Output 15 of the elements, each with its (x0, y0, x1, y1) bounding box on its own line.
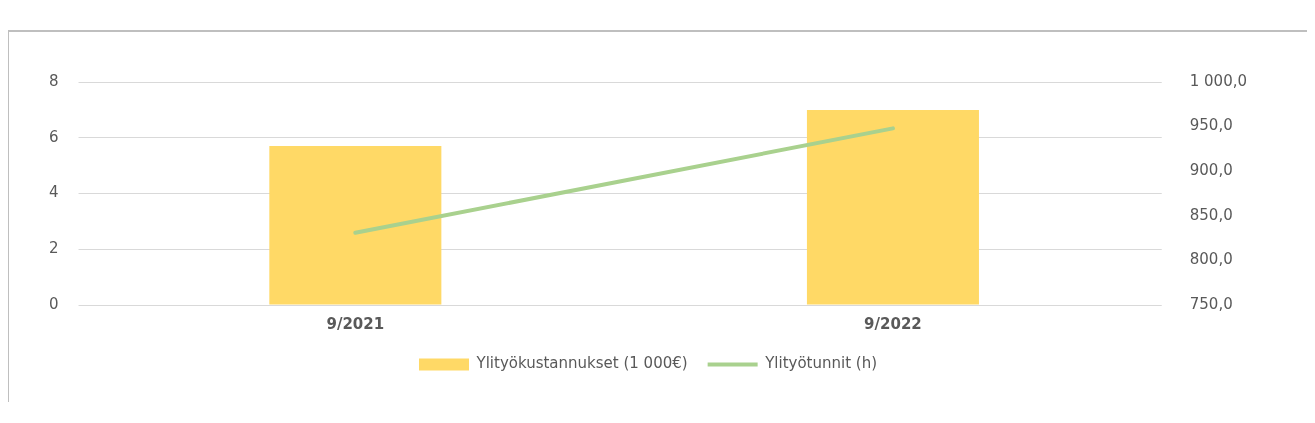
y2-tick-label: 800,0 (1189, 250, 1233, 269)
y2-tick-label: 850,0 (1189, 205, 1233, 224)
y-tick-label: 8 (49, 71, 59, 90)
legend-label: Ylityökustannukset (1 000€) (475, 354, 688, 373)
y2-tick-label: 950,0 (1189, 116, 1233, 135)
y-tick-label: 6 (49, 127, 59, 146)
y-tick-label: 0 (49, 294, 59, 313)
y2-tick-label: 1 000,0 (1189, 71, 1248, 90)
legend-label: Ylityötunnit (h) (764, 354, 878, 373)
y-tick-label: 4 (49, 183, 59, 202)
y2-tick-label: 750,0 (1189, 294, 1233, 313)
x-tick-label: 9/2022 (864, 314, 922, 333)
y2-tick-label: 900,0 (1189, 161, 1233, 180)
y-tick-label: 2 (49, 239, 59, 258)
x-tick-label: 9/2021 (326, 314, 385, 333)
